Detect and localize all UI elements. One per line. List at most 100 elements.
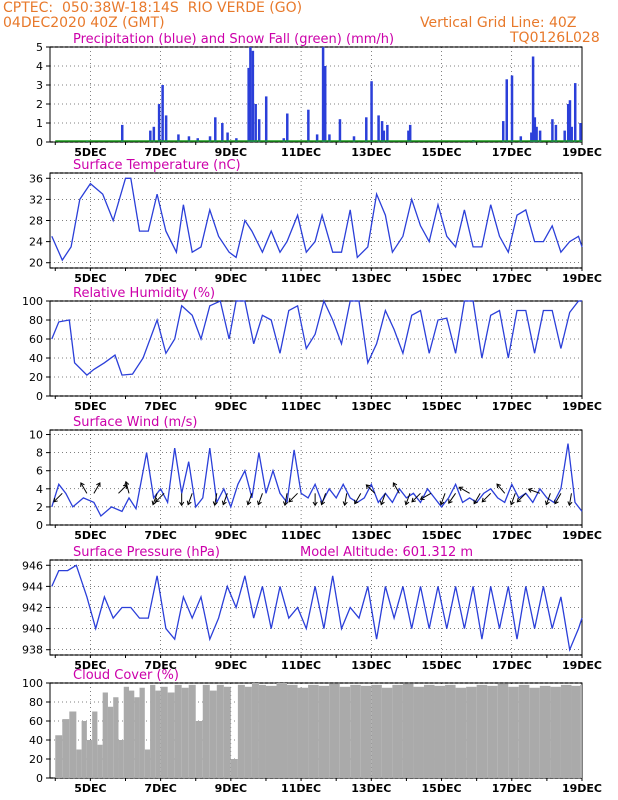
wind-arrow-head [473,499,478,505]
wind-arrow-head [411,497,416,503]
cloud-bar [76,749,82,778]
x-tick-label: 9DEC [215,400,247,413]
wind-arrow [419,492,432,501]
cloud-bar [150,684,156,778]
wind-arrow [221,493,228,506]
wind-arrow-shaft [321,493,327,505]
cloud-bar [102,692,108,778]
wind-arrow-head [342,501,348,507]
wind-arrow-head [392,482,398,487]
precip-bar [370,81,373,142]
precip-bar [221,123,224,142]
y-tick-label: 946 [22,559,43,572]
panel-rh: Relative Humidity (%) 0 20 40 60 80 100 5DEC 7DE… [22,286,602,413]
y-tick-label: 100 [22,295,43,308]
x-tick-label: 15DEC [422,529,462,542]
x-tick-label: 17DEC [492,659,532,672]
y-tick-label: 20 [29,753,43,766]
y-tick-label: 6 [36,465,43,478]
precip-bar [315,134,319,142]
x-tick-label: 17DEC [492,146,532,159]
wind-arrow-head [212,501,218,507]
plot-frame [49,300,583,397]
precip-bar [531,56,535,142]
y-tick-label: 40 [29,352,43,365]
precip-bar [377,115,380,142]
cloud-bar [381,687,393,778]
cloud-bar [265,685,277,778]
wind-arrow-shaft [481,492,492,503]
y-tick-label: 20 [29,371,43,384]
x-tick-label: 11DEC [281,400,321,413]
x-tick-label: 17DEC [492,782,532,795]
precip-bar [352,136,356,142]
x-tick-label: 19DEC [562,659,602,672]
x-tick-label: 11DEC [281,782,321,795]
precip-bar [235,138,238,142]
y-tick-label: 80 [29,314,43,327]
precip-bar [247,67,250,142]
wind-arrow-shaft [473,493,481,504]
cloud-bar [209,690,217,778]
precip-bar [380,121,384,142]
precip-bar [505,79,509,142]
wind-arrow-shaft [247,493,253,505]
wind-arrow-shaft [222,493,228,505]
precip-bar [338,119,342,142]
wind-arrow-shaft [152,493,158,505]
header-location: CPTEC: 050:38W-18:14S RIO VERDE (GO) [3,0,303,16]
precip-bar [161,85,164,142]
x-tick-label: 17DEC [492,529,532,542]
x-tick-label: 11DEC [281,529,321,542]
wind-arrow [320,493,327,506]
wind-arrow [186,493,193,506]
precip-bar [579,123,582,142]
panel-precip: Precipitation (blue) and Snow Fall (gree… [36,32,602,159]
cloud-bar [402,683,414,778]
wind-arrow-shaft [80,482,88,494]
wind-arrow-head [554,499,559,505]
wind-arrow-shaft [510,493,516,505]
x-tick-label: 13DEC [351,272,391,285]
cloud-bar [144,749,151,778]
cloud-bar [92,711,98,778]
wind-arrow-head [379,500,385,506]
wind-arrow [246,493,253,506]
y-tick-label: 36 [29,172,43,185]
precip-bar [570,126,573,142]
wind-arrow-shaft [93,482,101,494]
wind-arrow [379,493,386,506]
cloud-bar [69,711,77,778]
cloud-bar [237,684,245,778]
x-tick-label: 11DEC [281,146,321,159]
cloud-bar [318,685,330,778]
y-tick-label: 4 [36,60,43,73]
wind-arrow [179,493,185,507]
wind-arrow-head [179,501,185,507]
precip-bar [323,66,327,142]
cloud-bar [118,740,124,778]
wind-arrow-head [221,500,227,506]
cloud-bar [62,719,70,778]
cloud-bar [560,684,572,778]
y-tick-label: 944 [22,580,43,593]
wind-arrow-head [481,497,487,503]
wind-arrow-head [186,500,192,506]
cloud-bar [287,684,298,778]
wind-arrow [312,493,318,507]
y-tick-label: 24 [29,236,43,249]
wind-arrow-shaft [496,483,506,494]
wind-arrow-head [567,501,573,507]
y-tick-label: 0 [36,136,43,149]
x-tick-label: 5DEC [74,529,106,542]
x-tick-label: 7DEC [144,400,176,413]
wind-arrow [354,493,362,505]
x-tick-label: 15DEC [422,272,462,285]
precip-bar [563,130,566,142]
wind-arrow [554,493,562,505]
wind-arrow [516,492,527,503]
x-tick-label: 9DEC [215,529,247,542]
cloud-bar [487,685,498,778]
plot-frame [49,429,583,526]
panel-title-wind: Surface Wind (m/s) [73,415,197,430]
